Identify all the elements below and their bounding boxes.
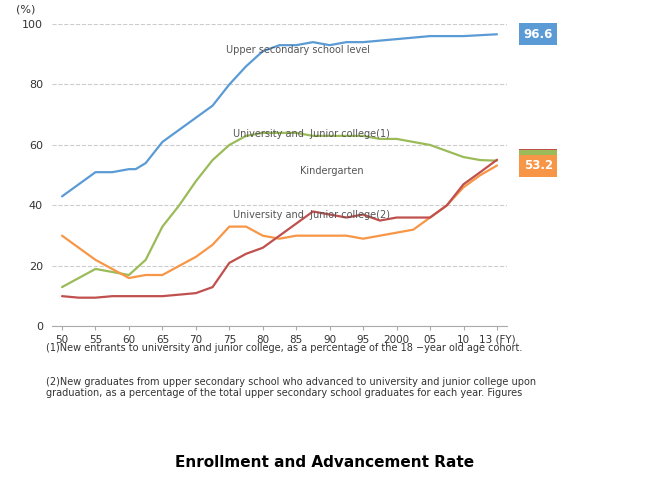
Text: 53.2: 53.2 [524,159,552,172]
Text: (%): (%) [16,5,35,15]
Text: (2)New graduates from upper secondary school who advanced to university and juni: (2)New graduates from upper secondary sc… [46,377,536,398]
Text: Enrollment and Advancement Rate: Enrollment and Advancement Rate [176,456,474,470]
Text: 55.1: 55.1 [524,153,552,166]
Text: University and  Junior college(2): University and Junior college(2) [233,209,390,219]
Text: Kindergarten: Kindergarten [300,166,363,176]
Text: 54.8: 54.8 [523,154,553,167]
Text: Upper secondary school level: Upper secondary school level [226,45,370,55]
Text: University and  Junior college(1): University and Junior college(1) [233,130,390,139]
Text: 96.6: 96.6 [523,28,553,41]
Text: (1)New entrants to university and junior college, as a percentage of the 18 −yea: (1)New entrants to university and junior… [46,343,522,353]
